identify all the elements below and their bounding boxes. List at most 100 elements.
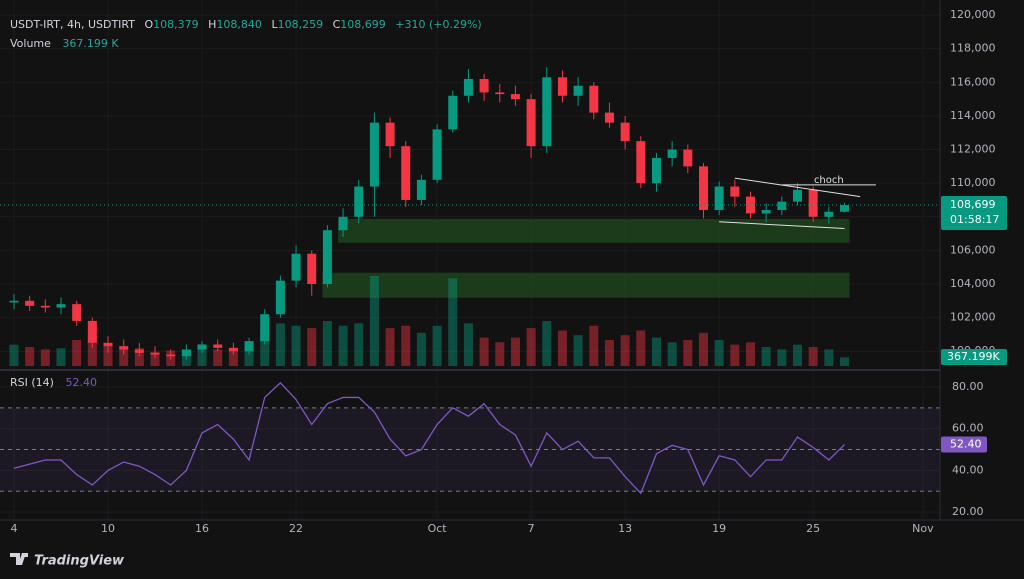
logo: TradingView (10, 553, 125, 569)
volume-legend: Volume 367.199 K (10, 37, 119, 50)
volume-bar (25, 347, 35, 366)
rsi-tick-label: 80.00 (952, 380, 984, 393)
low-label: L (271, 18, 278, 31)
volume-bar (385, 328, 395, 366)
open-label: O (144, 18, 153, 31)
demand-zone (338, 218, 850, 243)
volume-bar (840, 357, 850, 366)
demand-zone (322, 272, 850, 298)
volume-bar (777, 349, 787, 366)
candle-body (777, 201, 787, 211)
volume-bar (793, 344, 802, 366)
volume-bar (260, 330, 270, 366)
volume-bar (667, 342, 677, 366)
volume-bar (510, 337, 520, 366)
volume-bar (354, 323, 364, 366)
volume-bar (557, 330, 567, 366)
y-tick-label: 118,000 (950, 42, 996, 55)
candle-body (683, 149, 693, 167)
candle-body (369, 122, 379, 187)
candle-body (87, 320, 97, 343)
candle-body (197, 344, 207, 350)
trendline (719, 221, 845, 230)
candle-body (542, 77, 552, 147)
volume-bar (369, 276, 379, 366)
candle-body (166, 354, 176, 357)
x-tick-label: 13 (618, 522, 632, 535)
choch-label: choch (814, 175, 844, 186)
candle-body (793, 189, 802, 202)
rsi-tick-label: 40.00 (952, 463, 984, 476)
volume-bar (526, 328, 536, 366)
candle-body (354, 186, 364, 217)
candle-body (651, 157, 661, 184)
y-tick-label: 104,000 (950, 277, 996, 290)
volume-bar (197, 347, 207, 366)
volume-bar (604, 339, 614, 366)
x-tick-label: 22 (289, 522, 303, 535)
candle-body (636, 141, 646, 184)
volume-bar (119, 349, 129, 366)
candle-body (25, 300, 35, 306)
candle-body (714, 186, 724, 211)
y-tick-label: 110,000 (950, 176, 996, 189)
symbol: USDT-IRT, 4h, USDTIRT (10, 18, 135, 31)
candle-body (150, 352, 160, 355)
candle-body (432, 129, 442, 180)
candle-body (244, 341, 254, 352)
volume-bar (448, 278, 458, 366)
candle-body (9, 300, 19, 303)
candle-body (181, 349, 191, 357)
candle-body (322, 230, 332, 284)
candle-body (667, 149, 677, 158)
volume-bar (9, 344, 19, 366)
volume-bar (479, 337, 489, 366)
volume-bar (542, 321, 552, 366)
candle-body (228, 347, 238, 352)
volume-bar (808, 347, 818, 366)
change: +310 (+0.29%) (395, 18, 481, 31)
volume-bar (651, 337, 661, 366)
volume-bar (401, 325, 411, 366)
volume-bar (432, 325, 442, 366)
candle-body (479, 78, 489, 93)
volume-bar (228, 350, 238, 366)
open: 108,379 (153, 18, 199, 31)
candle-body (40, 305, 50, 308)
rsi-axis-label: 52.40 (950, 438, 982, 451)
rsi-title: RSI (14) (10, 376, 54, 389)
volume-bar (338, 325, 348, 366)
candle-body (510, 94, 520, 100)
candle-body (824, 211, 834, 217)
volume-bar (698, 332, 708, 366)
trendline (734, 177, 861, 198)
volume-bar (463, 323, 473, 366)
candle-body (526, 99, 536, 147)
candle-body (260, 314, 270, 342)
grid (0, 0, 940, 520)
candle-body (119, 346, 129, 350)
volume-bar (244, 347, 254, 366)
volume-bar (56, 348, 66, 366)
high-label: H (208, 18, 216, 31)
candle-body (730, 186, 740, 197)
rsi-tick-label: 20.00 (952, 505, 984, 518)
candle-body (620, 122, 630, 142)
rsi-band (0, 407, 940, 492)
x-tick-label: 16 (195, 522, 209, 535)
candle-body (698, 166, 708, 211)
candle-body (401, 146, 411, 200)
volume-bar (636, 330, 646, 366)
candle-body (385, 122, 395, 147)
candle-body (463, 78, 473, 96)
volume-bar (134, 348, 144, 366)
volume-axis-label: 367.199K (947, 350, 1000, 363)
volume-bar (730, 344, 740, 366)
volume-bar (40, 349, 50, 366)
y-tick-label: 112,000 (950, 143, 996, 156)
volume-bar (275, 323, 285, 366)
volume-bar (103, 344, 113, 366)
candle-body (307, 253, 317, 284)
y-tick-label: 120,000 (950, 8, 996, 21)
rsi-value: 52.40 (65, 376, 97, 389)
